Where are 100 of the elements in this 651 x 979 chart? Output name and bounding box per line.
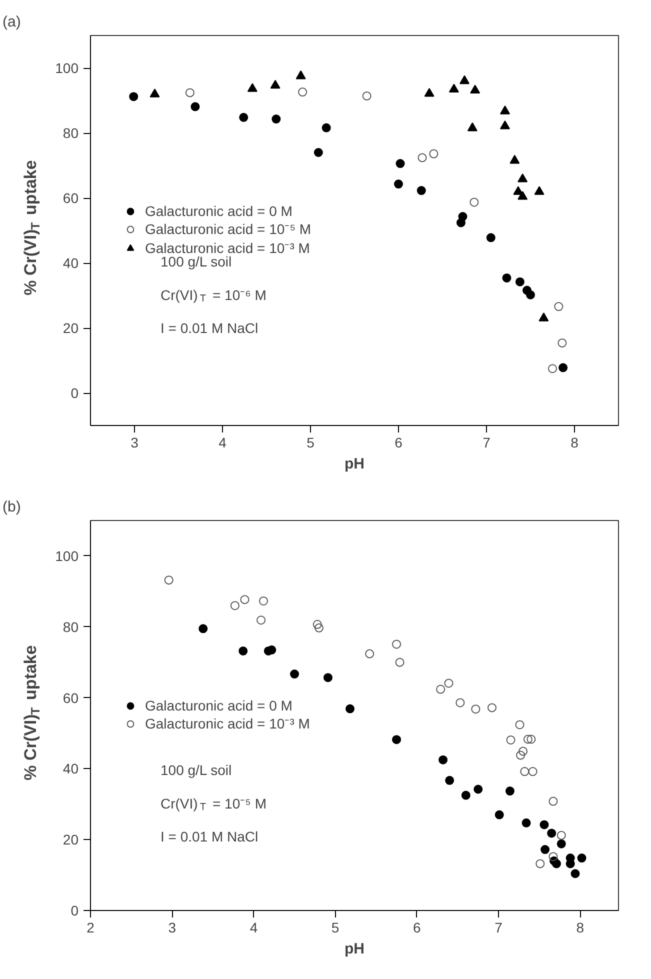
point	[518, 173, 528, 182]
point	[518, 191, 528, 200]
y-tick-label: 100	[55, 60, 79, 76]
point	[522, 818, 531, 828]
y-tick-label: 40	[62, 760, 79, 777]
legend-label: Galacturonic acid = 0 M	[145, 698, 292, 714]
point	[515, 277, 524, 286]
point	[460, 75, 470, 84]
point	[164, 576, 174, 585]
annotation: I = 0.01 M NaCl	[160, 828, 258, 844]
point	[470, 84, 480, 94]
point	[547, 828, 556, 838]
point	[548, 364, 557, 374]
point	[392, 735, 402, 744]
x-tick-label: 5	[331, 920, 340, 936]
point	[445, 776, 454, 785]
point	[323, 673, 332, 682]
y-tick-label: 40	[62, 255, 79, 271]
point	[548, 852, 558, 862]
x-tick-label: 8	[576, 920, 584, 936]
x-tick-label: 7	[482, 434, 491, 450]
point	[424, 88, 434, 97]
point	[526, 734, 536, 744]
point	[256, 616, 266, 625]
point	[554, 302, 564, 312]
point	[502, 273, 512, 282]
point	[515, 720, 524, 730]
point	[577, 854, 586, 863]
point	[486, 233, 496, 242]
point	[456, 698, 465, 708]
y-tick-label: 80	[62, 618, 79, 635]
point	[394, 180, 403, 189]
point	[520, 767, 530, 776]
y-tick-label: 20	[62, 832, 79, 848]
point	[518, 746, 528, 756]
y-axis-title: % Cr(VI)T uptake	[21, 160, 43, 296]
point	[456, 218, 466, 228]
y-tick-label: 60	[62, 190, 79, 206]
point	[129, 92, 138, 102]
legend-label: Galacturonic acid = 10⁻³ M	[145, 714, 310, 732]
point	[444, 678, 454, 688]
point	[526, 290, 535, 300]
point	[150, 88, 160, 98]
y-axis-title: % Cr(VI)T uptake	[21, 645, 43, 780]
point	[312, 620, 322, 629]
x-tick-label: 4	[250, 920, 258, 936]
point	[536, 859, 545, 868]
legend-label: Galacturonic acid = 10⁻³ M	[145, 239, 310, 256]
point	[429, 149, 438, 158]
point	[259, 596, 268, 606]
x-tick-label: 4	[218, 434, 227, 450]
legend-label: Galacturonic acid = 0 M	[145, 203, 292, 219]
x-tick-label: 5	[306, 434, 315, 450]
point	[494, 810, 504, 820]
point	[506, 735, 516, 744]
point	[436, 684, 446, 694]
point	[198, 624, 208, 634]
legend-label: Galacturonic acid = 10⁻⁵ M	[145, 220, 312, 238]
point	[488, 703, 497, 712]
x-tick-label: 2	[86, 920, 95, 936]
point	[461, 790, 470, 800]
point	[270, 80, 280, 89]
point	[510, 154, 520, 164]
point	[467, 122, 478, 132]
point	[548, 796, 558, 806]
x-tick-label: 6	[413, 920, 422, 936]
x-tick-label: 6	[394, 434, 403, 450]
point	[238, 646, 248, 656]
point	[438, 755, 448, 764]
point	[185, 88, 194, 98]
point	[230, 601, 240, 610]
point	[314, 623, 324, 632]
point	[558, 338, 567, 348]
point	[416, 186, 426, 196]
point	[362, 91, 372, 100]
point	[538, 312, 549, 322]
point	[570, 869, 580, 878]
point	[556, 839, 566, 848]
point	[528, 767, 538, 776]
point	[346, 704, 355, 714]
annotation: 100 g/L soil	[160, 254, 232, 270]
x-axis-title: pH	[344, 940, 364, 958]
point	[272, 114, 281, 124]
point	[395, 658, 404, 667]
point	[516, 750, 526, 760]
y-tick-label: 60	[62, 690, 79, 706]
point	[396, 159, 405, 168]
point	[247, 83, 258, 92]
point	[505, 786, 514, 796]
point	[365, 649, 374, 658]
point	[513, 186, 524, 195]
x-tick-label: 8	[570, 434, 579, 450]
point	[239, 112, 248, 122]
point	[500, 120, 510, 130]
x-axis-title: pH	[344, 456, 364, 472]
point	[190, 102, 200, 112]
x-tick-label: 3	[168, 920, 176, 936]
y-tick-label: 100	[55, 548, 79, 564]
y-tick-label: 0	[70, 385, 79, 401]
point	[474, 784, 483, 794]
